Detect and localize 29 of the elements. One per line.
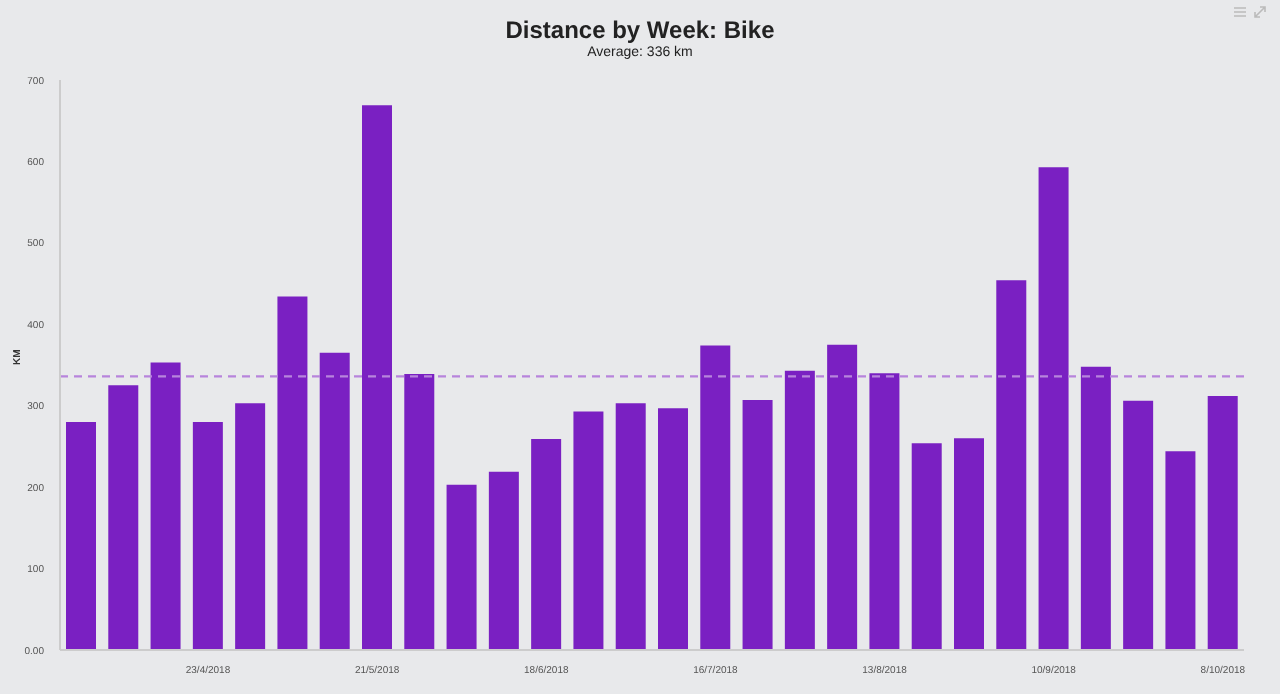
bar: [615, 403, 646, 650]
bar: [362, 105, 392, 650]
bar: [911, 443, 942, 650]
bar: [658, 408, 688, 650]
bar: [531, 439, 562, 650]
bar: [784, 370, 815, 650]
bar: [1165, 451, 1196, 650]
bar: [150, 362, 181, 650]
bar: [573, 411, 604, 650]
bar: [827, 344, 858, 650]
bar: [954, 438, 984, 650]
bar: [319, 352, 350, 650]
bar: [192, 422, 223, 650]
bar: [700, 345, 731, 650]
chart-title: Distance by Week: Bike: [503, 16, 777, 44]
bar: [235, 403, 266, 650]
bar: [742, 400, 773, 650]
bar: [404, 373, 435, 650]
bar: [488, 471, 519, 650]
bar: [1080, 366, 1111, 650]
bar: [108, 385, 139, 650]
bar: [869, 373, 900, 650]
bar: [1038, 167, 1069, 650]
bar: [1207, 395, 1238, 650]
bar: [1123, 400, 1154, 650]
bar: [446, 484, 477, 650]
bar: [277, 296, 308, 650]
bar: [66, 422, 96, 650]
bar: [996, 280, 1027, 650]
